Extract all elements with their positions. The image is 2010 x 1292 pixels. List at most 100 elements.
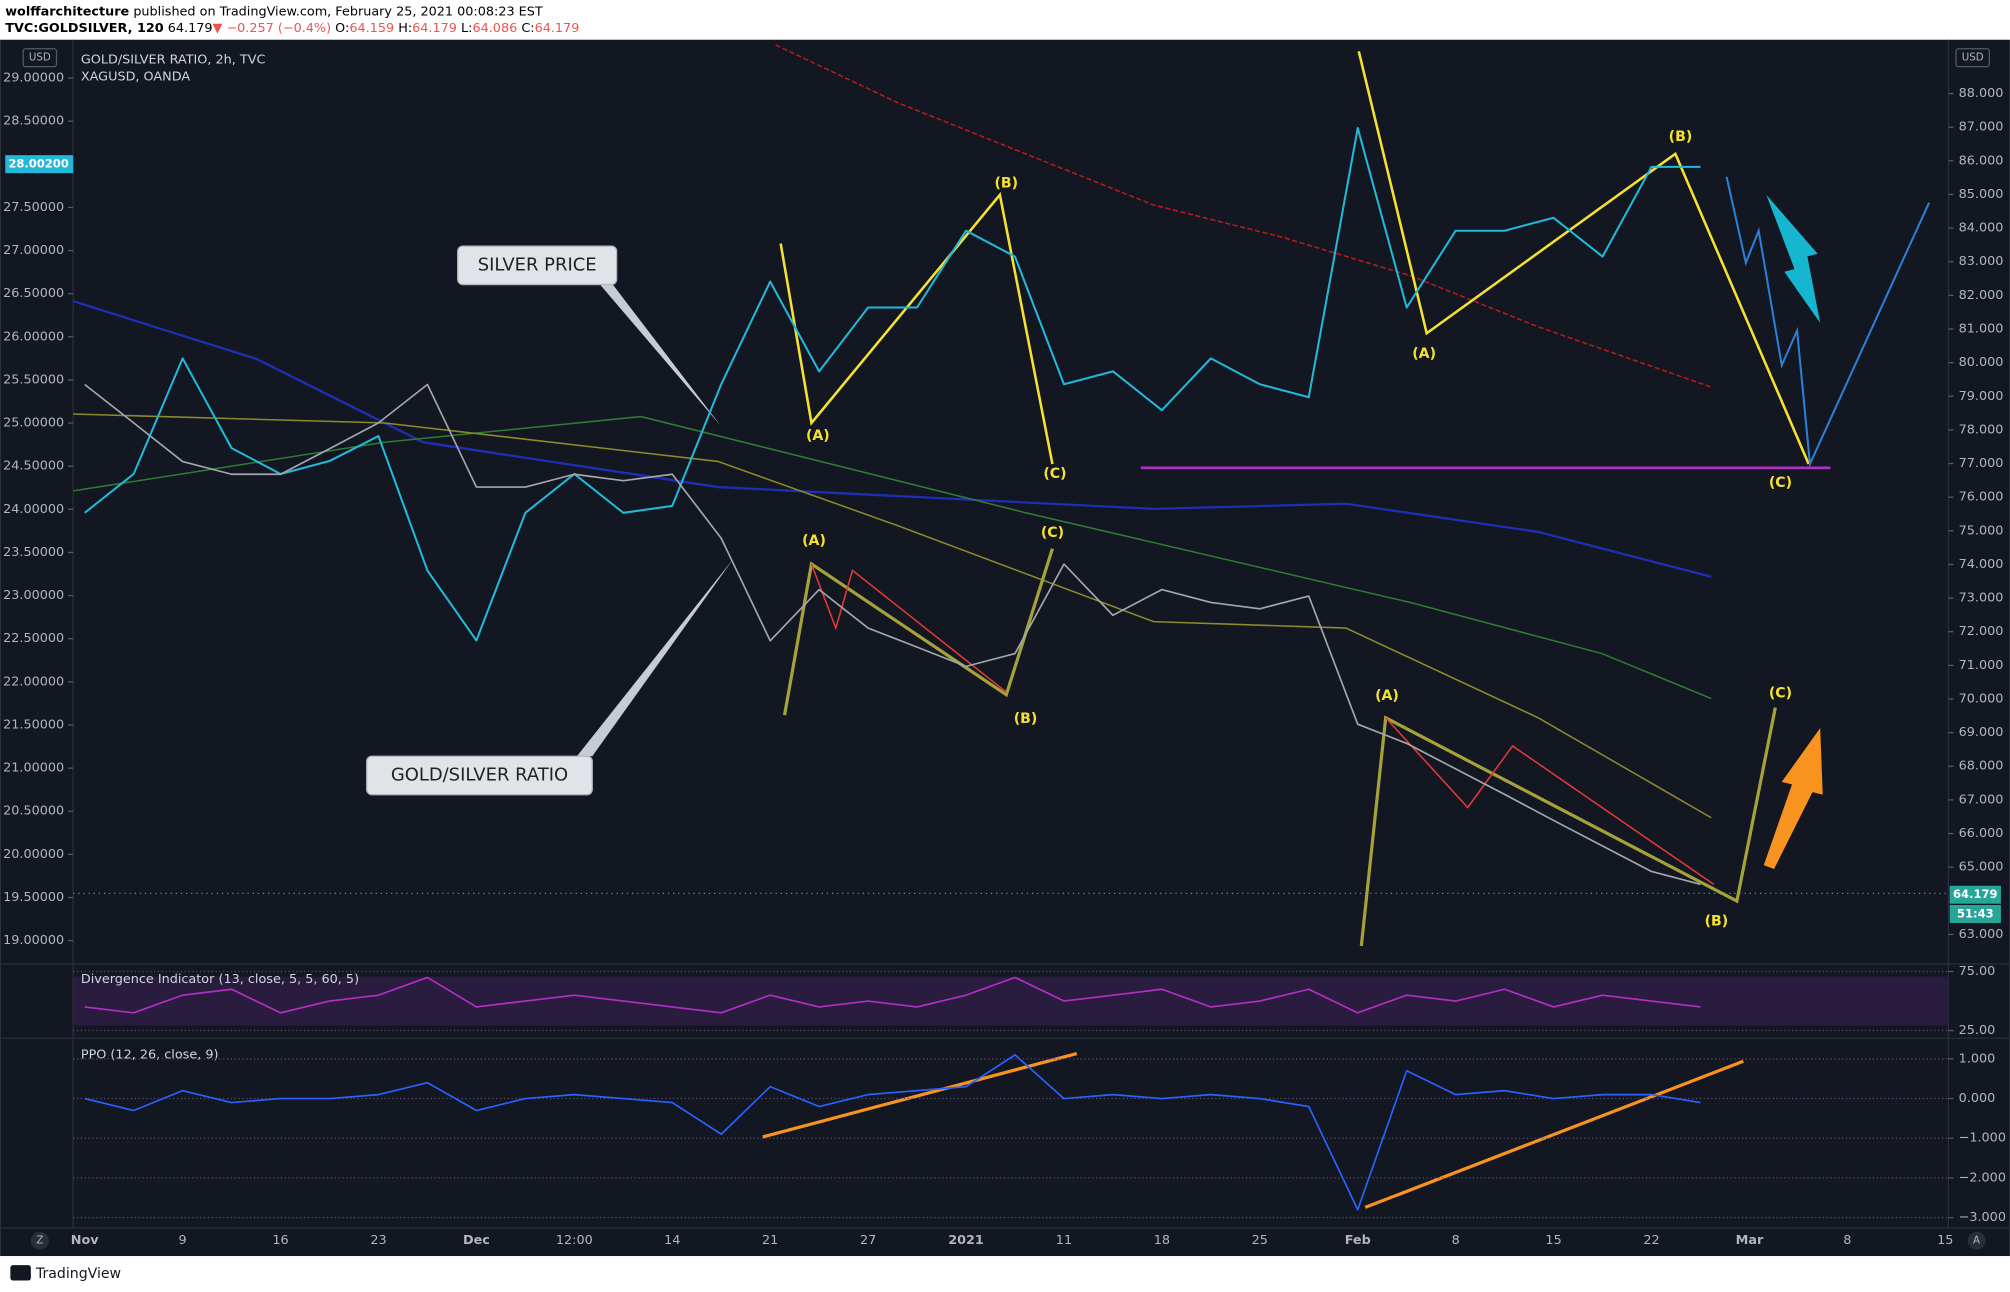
y-tick-label: 25.00000: [3, 416, 64, 431]
price-tag-label: 28.00200: [8, 157, 68, 171]
pane-title: PPO (12, 26, close, 9): [81, 1047, 219, 1062]
header-line: wolffarchitecture published on TradingVi…: [5, 4, 543, 19]
x-tick-label: Nov: [71, 1233, 100, 1248]
indicator-line: [84, 1054, 1701, 1211]
y-tick-label: 25.50000: [3, 372, 64, 387]
y-tick-label: 79.000: [1959, 389, 2004, 404]
wave-label: (B): [1014, 711, 1038, 727]
l-value: 64.086: [472, 21, 517, 36]
x-tick-label: 2021: [948, 1233, 984, 1248]
symbol: TVC:GOLDSILVER, 120: [5, 21, 164, 36]
wave-label: (B): [1669, 129, 1693, 145]
zoom-button[interactable]: [30, 1231, 49, 1250]
y-tick-label: 26.00000: [3, 329, 64, 344]
callout-text: GOLD/SILVER RATIO: [391, 764, 568, 785]
symbol-line: TVC:GOLDSILVER, 120 64.179▼ −0.257 (−0.4…: [5, 21, 579, 36]
price-tag: [1949, 885, 2001, 904]
pane-title: Divergence Indicator (13, close, 5, 5, 6…: [81, 972, 359, 987]
l-label: L:: [461, 21, 472, 36]
y-tick-label: 19.50000: [3, 890, 64, 905]
auto-label[interactable]: A: [1973, 1235, 1980, 1247]
y-tick-label: 72.000: [1959, 624, 2004, 639]
x-tick-label: 9: [179, 1233, 187, 1248]
red-wave-2: [1385, 717, 1715, 886]
y-tick-label: 63.000: [1959, 927, 2004, 942]
y-tick-label: 75.00: [1959, 964, 1996, 979]
drawings: [72, 44, 1931, 1209]
y-tick-label: 20.50000: [3, 804, 64, 819]
x-tick-label: 12:00: [556, 1233, 593, 1248]
c-label: C:: [521, 21, 534, 36]
y-tick-label: 77.000: [1959, 456, 2004, 471]
y-tick-label: 24.00000: [3, 502, 64, 517]
wave-ratio-1: [782, 548, 1054, 716]
x-tick-label: 8: [1452, 1233, 1460, 1248]
wave-label: (A): [1375, 688, 1399, 704]
y-tick-label: 71.000: [1959, 658, 2004, 673]
series-line: [84, 383, 1701, 886]
y-tick-label: 85.000: [1959, 187, 2004, 202]
callout-tail: [599, 284, 721, 426]
brand: TradingView: [35, 1266, 121, 1282]
currency-box: [1955, 48, 1991, 68]
wave-label: (C): [1043, 466, 1066, 482]
o-label: O:: [335, 21, 349, 36]
auto-button[interactable]: [1967, 1231, 1986, 1250]
wave-label: (A): [1412, 346, 1436, 362]
wave-label: (B): [1705, 914, 1729, 930]
ma-red: [775, 44, 1712, 388]
y-tick-label: 75.000: [1959, 523, 2004, 538]
y-tick-label: 67.000: [1959, 792, 2004, 807]
down-arrow: [1766, 194, 1821, 323]
y-tick-label: 23.50000: [3, 545, 64, 560]
author: wolffarchitecture: [5, 4, 129, 19]
y-tick-label: −3.000: [1959, 1210, 2006, 1225]
x-tick-label: 23: [370, 1233, 386, 1248]
wave-ratio-2: [1359, 707, 1777, 947]
x-tick-label: 15: [1545, 1233, 1561, 1248]
y-tick-label: 65.000: [1959, 860, 2004, 875]
zoom-label[interactable]: Z: [36, 1235, 43, 1247]
x-tick-label: Dec: [463, 1233, 490, 1248]
y-tick-label: 73.000: [1959, 591, 2004, 606]
price-tag: [5, 155, 74, 174]
callout-box: [457, 245, 618, 286]
h-label: H:: [398, 21, 412, 36]
y-tick-label: 0.000: [1959, 1091, 1996, 1106]
currency: USD: [1962, 52, 1984, 64]
y-tick-label: 86.000: [1959, 153, 2004, 168]
y-tick-label: 26.50000: [3, 286, 64, 301]
chart-bg: [0, 39, 2010, 1257]
indicator-line: [84, 976, 1701, 1014]
callout-text: SILVER PRICE: [478, 254, 597, 275]
published: published on TradingView.com, February 2…: [133, 4, 543, 19]
ma-olive: [73, 413, 1712, 819]
x-tick-label: 21: [762, 1233, 778, 1248]
y-tick-label: −1.000: [1959, 1131, 2006, 1146]
x-tick-label: 22: [1643, 1233, 1659, 1248]
y-tick-label: 29.00000: [3, 71, 64, 86]
y-tick-label: 84.000: [1959, 221, 2004, 236]
wave-label: (C): [1769, 685, 1792, 701]
wave-label: (A): [806, 428, 830, 444]
y-tick-label: 82.000: [1959, 288, 2004, 303]
wave-label: (C): [1041, 525, 1064, 541]
x-tick-label: 8: [1843, 1233, 1851, 1248]
wave-silver-1: [779, 191, 1054, 465]
wave-label: (A): [802, 533, 826, 549]
brand-logo: [10, 1265, 31, 1281]
change: ▼ −0.257 (−0.4%): [213, 21, 332, 36]
o-value: 64.159: [349, 21, 394, 36]
y-tick-label: 68.000: [1959, 759, 2004, 774]
wave-silver-2: [1357, 50, 1810, 465]
pane-title: GOLD/SILVER RATIO, 2h, TVC: [81, 53, 266, 68]
y-tick-label: 83.000: [1959, 254, 2004, 269]
currency-box: [22, 48, 58, 68]
price-tag-label: 64.179: [1953, 887, 1997, 901]
pane-borders: [0, 39, 2010, 1229]
y-tick-label: 27.00000: [3, 243, 64, 258]
x-tick-label: 16: [272, 1233, 288, 1248]
up-arrow: [1763, 728, 1823, 870]
footer-bar: [0, 1256, 2010, 1292]
y-tick-label: 21.00000: [3, 761, 64, 776]
